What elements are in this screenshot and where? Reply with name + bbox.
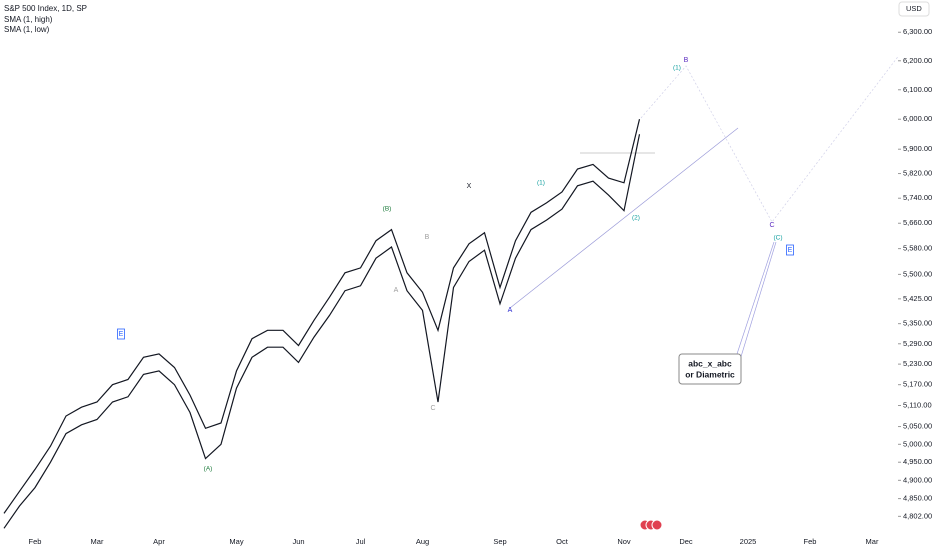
y-tick-label: 5,230.00 xyxy=(903,359,932,368)
y-tick-label: 5,425.00 xyxy=(903,294,932,303)
pointer-line xyxy=(734,241,775,361)
y-tick-label: 5,050.00 xyxy=(903,422,932,431)
wave-label: (1) xyxy=(537,180,545,187)
y-tick-label: 5,900.00 xyxy=(903,144,932,153)
x-tick-label: 2025 xyxy=(740,537,757,546)
y-tick-label: 5,660.00 xyxy=(903,218,932,227)
wave-label: (1) xyxy=(673,65,681,72)
wave-label: E xyxy=(788,247,793,254)
y-tick-label: 5,290.00 xyxy=(903,339,932,348)
pointer-line xyxy=(739,241,777,361)
x-tick-label: Jun xyxy=(292,537,304,546)
wave-label: (B) xyxy=(383,206,392,213)
y-axis-label: USD xyxy=(906,4,922,13)
series-line xyxy=(3,134,641,529)
y-tick-label: 4,900.00 xyxy=(903,475,932,484)
y-tick-label: 4,950.00 xyxy=(903,457,932,466)
wave-label: B xyxy=(425,234,430,241)
wave-label: (A) xyxy=(204,466,213,473)
projection-lines xyxy=(509,11,932,361)
x-tick-label: Feb xyxy=(804,537,817,546)
x-tick-label: Mar xyxy=(866,537,879,546)
y-tick-label: 5,820.00 xyxy=(903,169,932,178)
wave-projection xyxy=(640,11,932,223)
y-axis-area xyxy=(898,0,932,550)
y-tick-label: 5,500.00 xyxy=(903,269,932,278)
x-tick-label: Oct xyxy=(556,537,569,546)
wave-label: E xyxy=(119,331,124,338)
y-tick-label: 6,000.00 xyxy=(903,114,932,123)
note: abc_x_abc xyxy=(688,358,732,368)
chart-title: S&P 500 Index, 1D, SP xyxy=(4,4,87,13)
event-icon[interactable] xyxy=(651,519,663,531)
note-box xyxy=(678,353,742,385)
wave-label: (C) xyxy=(773,235,782,242)
wave-label: C xyxy=(769,222,774,229)
x-tick-label: Nov xyxy=(617,537,631,546)
y-tick-label: 5,740.00 xyxy=(903,193,932,202)
x-tick-label: Mar xyxy=(91,537,104,546)
x-tick-label: May xyxy=(229,537,243,546)
currency-box xyxy=(898,1,930,17)
y-tick-label: 6,300.00 xyxy=(903,27,932,36)
y-tick-label: 5,110.00 xyxy=(903,400,932,409)
series-line xyxy=(3,119,641,514)
event-icons xyxy=(639,519,663,531)
wave-label: X xyxy=(467,183,472,190)
wave-label: B xyxy=(684,57,689,64)
y-tick-label: 6,100.00 xyxy=(903,85,932,94)
note: or Diametric xyxy=(685,369,735,379)
wave-label: A xyxy=(508,307,513,314)
x-tick-label: Apr xyxy=(153,537,165,546)
y-tick-label: 4,802.00 xyxy=(903,511,932,520)
y-tick-label: 5,170.00 xyxy=(903,380,932,389)
x-tick-label: Feb xyxy=(29,537,42,546)
trend-line xyxy=(509,127,739,309)
x-tick-label: Jul xyxy=(356,537,366,546)
y-tick-label: 6,200.00 xyxy=(903,56,932,65)
annotation-box xyxy=(786,244,794,256)
wave-label: (2) xyxy=(632,215,640,222)
x-tick-label: Aug xyxy=(416,537,429,546)
y-tick-label: 5,350.00 xyxy=(903,319,932,328)
wave-label: A xyxy=(394,287,399,294)
y-tick-label: 4,850.00 xyxy=(903,494,932,503)
wave-label: C xyxy=(430,405,435,412)
y-tick-label: 5,000.00 xyxy=(903,439,932,448)
x-tick-label: Dec xyxy=(679,537,693,546)
legend-entry: SMA (1, high) xyxy=(4,15,53,24)
x-tick-label: Sep xyxy=(493,537,506,546)
legend-entry: SMA (1, low) xyxy=(4,25,50,34)
y-tick-label: 5,580.00 xyxy=(903,244,932,253)
annotation-box xyxy=(117,328,125,340)
